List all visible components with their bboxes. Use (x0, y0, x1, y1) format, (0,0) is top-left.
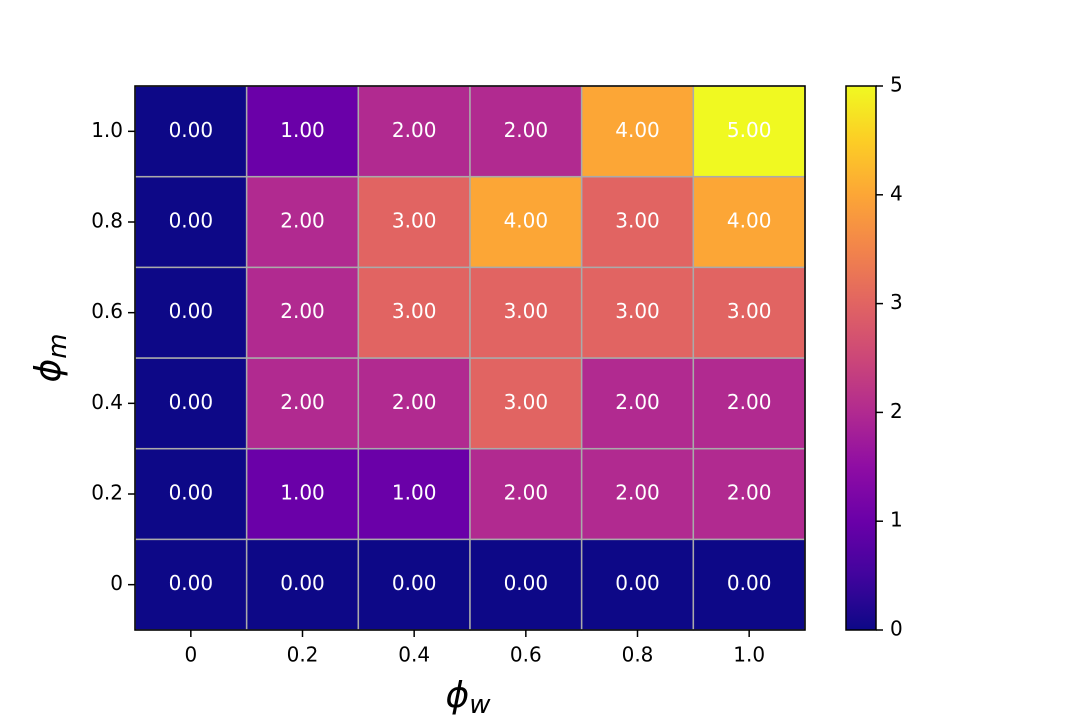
y-tick-label: 0.2 (91, 481, 123, 505)
cell-label: 2.00 (615, 390, 660, 414)
cell-label: 1.00 (280, 481, 325, 505)
cell-label: 0.00 (280, 571, 325, 595)
heatmap-cell (134, 447, 248, 541)
cell-label: 3.00 (615, 299, 660, 323)
cell-label: 4.00 (727, 209, 772, 233)
heatmap-cell (245, 266, 360, 359)
heatmap-cell (134, 266, 248, 359)
heatmap-cell (580, 175, 695, 269)
cell-label: 0.00 (169, 481, 214, 505)
heatmap-cell (469, 85, 583, 178)
x-tick-label: 0 (184, 643, 197, 667)
colorbar-tick-label: 5 (890, 73, 903, 97)
cell-label: 4.00 (504, 209, 549, 233)
y-axis-label: ϕm (28, 333, 73, 382)
y-tick-label: 0.8 (91, 209, 123, 233)
cell-label: 2.00 (280, 299, 325, 323)
cell-label: 0.00 (392, 571, 437, 595)
x-tick-label: 0.2 (287, 643, 319, 667)
colorbar-tick-label: 3 (890, 290, 903, 314)
colorbar-tick-label: 1 (890, 508, 903, 532)
heatmap-cell (692, 85, 806, 178)
colorbar-tick-label: 2 (890, 399, 903, 423)
y-tick-label: 0.6 (91, 299, 123, 323)
cell-label: 0.00 (169, 390, 214, 414)
cell-label: 0.00 (169, 299, 214, 323)
cell-label: 2.00 (504, 481, 549, 505)
heatmap-cell (134, 538, 248, 631)
heatmap-cell (245, 538, 360, 631)
heatmap-cell (469, 357, 583, 450)
cell-label: 2.00 (280, 390, 325, 414)
heatmap-cell (469, 447, 583, 541)
x-axis-label: ϕw (445, 675, 491, 720)
cell-label: 2.00 (392, 390, 437, 414)
heatmap-cell (580, 85, 695, 178)
cell-label: 3.00 (615, 209, 660, 233)
x-tick-label: 0.4 (398, 643, 430, 667)
y-tick-label: 1.0 (91, 118, 123, 142)
cell-label: 4.00 (615, 118, 660, 142)
heatmap-cell (134, 175, 248, 269)
x-tick-label: 1.0 (733, 643, 765, 667)
heatmap-cell (580, 357, 695, 450)
cell-label: 5.00 (727, 118, 772, 142)
cell-label: 3.00 (727, 299, 772, 323)
cell-label: 0.00 (169, 571, 214, 595)
x-tick-label: 0.6 (510, 643, 542, 667)
heatmap-cell (357, 175, 471, 269)
cell-label: 2.00 (392, 118, 437, 142)
heatmap-cell (134, 357, 248, 450)
heatmap-cell (469, 538, 583, 631)
x-tick-label: 0.8 (622, 643, 654, 667)
plot-frame (134, 85, 806, 631)
y-tick-label: 0 (110, 571, 123, 595)
cell-label: 3.00 (392, 299, 437, 323)
heatmap-cell (469, 175, 583, 269)
cell-label: 0.00 (504, 571, 549, 595)
cell-label: 3.00 (504, 299, 549, 323)
heatmap-cell (692, 357, 806, 450)
cell-label: 0.00 (727, 571, 772, 595)
y-tick-label: 0.4 (91, 390, 123, 414)
cell-label: 1.00 (392, 481, 437, 505)
heatmap-cell (357, 266, 471, 359)
heatmap-cell (245, 447, 360, 541)
heatmap-cell (580, 266, 695, 359)
heatmap-cell (357, 447, 471, 541)
cell-label: 3.00 (504, 390, 549, 414)
heatmap-cell (692, 447, 806, 541)
cell-label: 1.00 (280, 118, 325, 142)
colorbar (845, 85, 877, 631)
cell-label: 2.00 (615, 481, 660, 505)
colorbar-tick-label: 4 (890, 181, 903, 205)
cell-label: 2.00 (727, 390, 772, 414)
cell-label: 0.00 (169, 209, 214, 233)
cell-label: 0.00 (169, 118, 214, 142)
colorbar-tick-label: 0 (890, 617, 903, 641)
heatmap-cell (692, 538, 806, 631)
cell-label: 2.00 (727, 481, 772, 505)
cell-label: 2.00 (504, 118, 549, 142)
cell-label: 2.00 (280, 209, 325, 233)
cell-label: 0.00 (615, 571, 660, 595)
cell-label: 3.00 (392, 209, 437, 233)
